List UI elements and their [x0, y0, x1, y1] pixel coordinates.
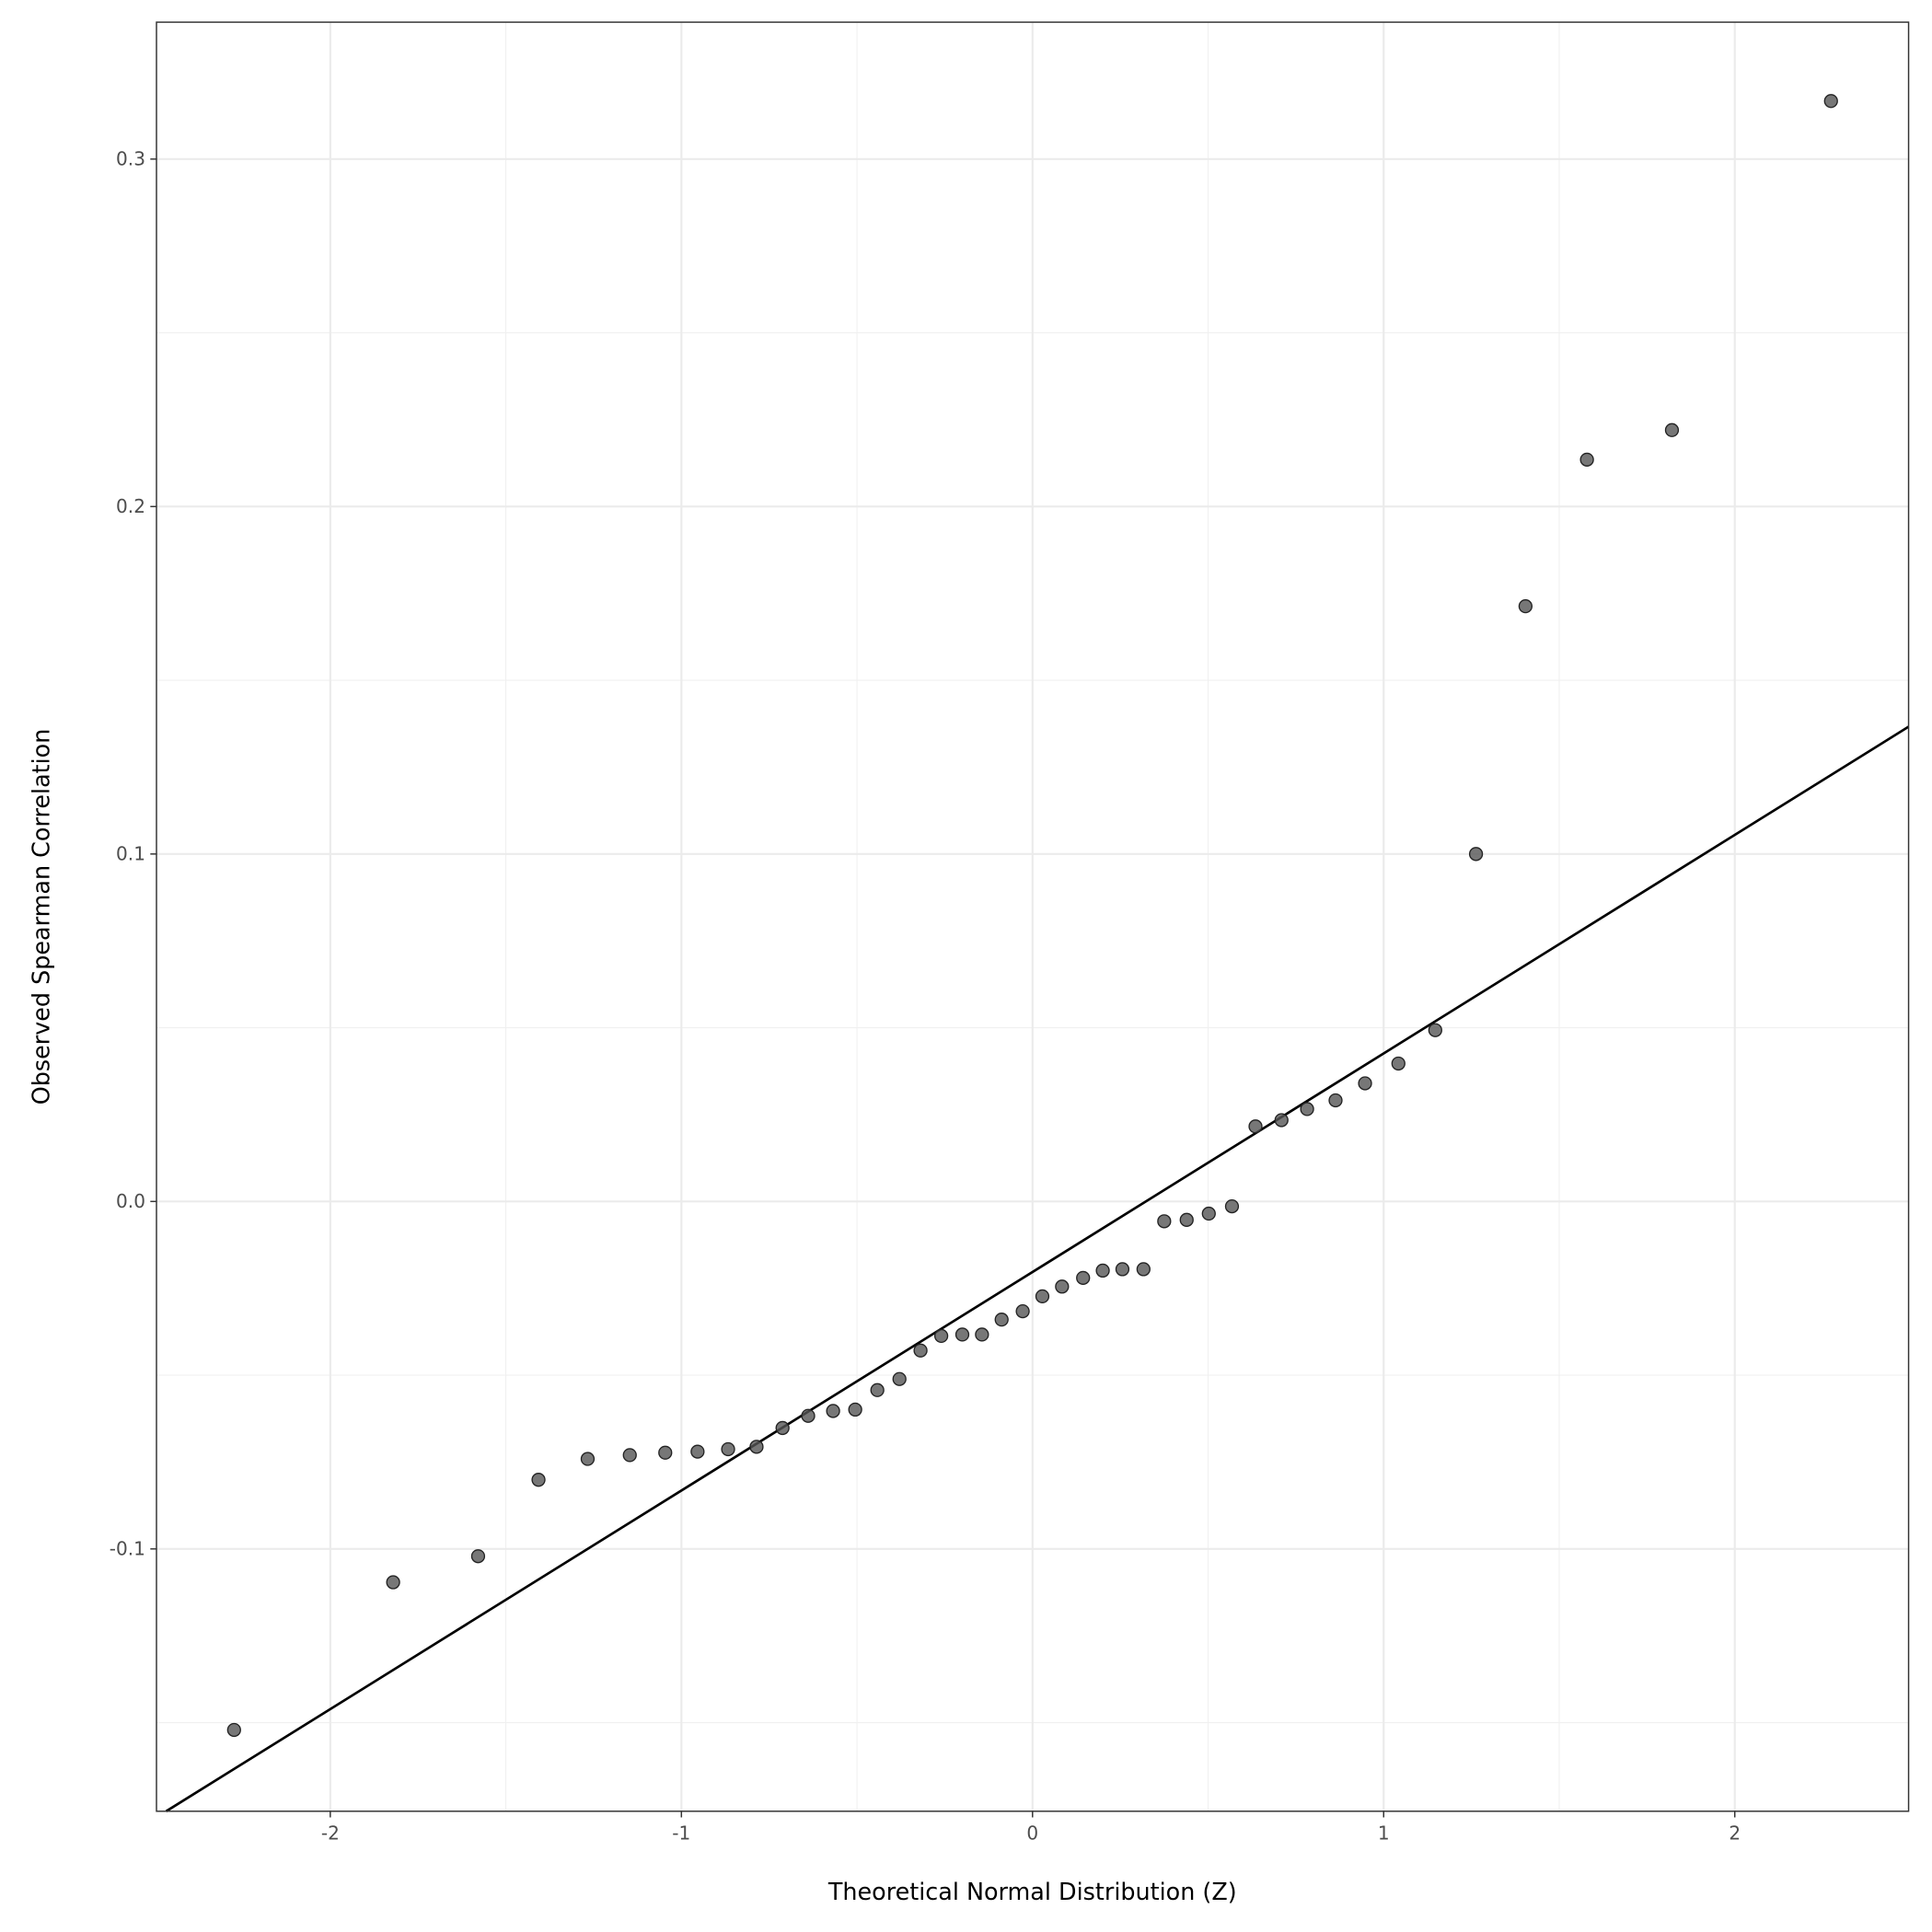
- y-axis-ticks: -0.1 0.0 0.1 0.2 0.3: [110, 148, 157, 1559]
- data-point: [470, 1549, 486, 1564]
- x-tick-label: 2: [1729, 1822, 1741, 1845]
- data-point: [1300, 1102, 1314, 1116]
- data-point: [1201, 1206, 1216, 1221]
- data-point: [1579, 452, 1594, 467]
- data-point: [658, 1445, 673, 1460]
- data-point: [1428, 1023, 1442, 1037]
- data-point: [826, 1404, 840, 1418]
- data-point: [1136, 1262, 1151, 1277]
- data-point: [721, 1441, 735, 1457]
- data-point: [1115, 1262, 1130, 1277]
- data-point: [1664, 422, 1680, 437]
- x-axis-ticks: -2 -1 0 1 2: [321, 1811, 1741, 1845]
- data-point: [775, 1420, 790, 1436]
- reference-line: [165, 725, 1910, 1812]
- data-point: [226, 1722, 241, 1738]
- data-point: [1076, 1270, 1091, 1285]
- data-point: [913, 1343, 928, 1358]
- data-point: [848, 1402, 862, 1417]
- data-point: [870, 1382, 885, 1397]
- data-point: [531, 1473, 546, 1487]
- data-point: [933, 1328, 949, 1344]
- data-point: [1157, 1214, 1172, 1229]
- gridlines: [156, 22, 1909, 1811]
- x-tick-label: 1: [1378, 1822, 1390, 1845]
- y-axis-title: Observed Spearman Correlation: [28, 729, 55, 1105]
- data-point: [1391, 1056, 1406, 1071]
- x-tick-label: -2: [321, 1822, 340, 1845]
- data-point: [1248, 1119, 1263, 1134]
- data-point: [1035, 1289, 1050, 1303]
- data-point: [954, 1327, 970, 1342]
- data-point: [1468, 847, 1484, 862]
- data-point: [801, 1408, 816, 1423]
- data-point: [994, 1313, 1009, 1327]
- data-point: [1358, 1076, 1372, 1091]
- y-tick-label: 0.2: [116, 495, 145, 517]
- data-point: [386, 1575, 400, 1590]
- y-tick-label: 0.0: [116, 1190, 145, 1212]
- data-point: [1055, 1279, 1070, 1294]
- data-point: [1095, 1263, 1110, 1278]
- data-point: [892, 1371, 907, 1386]
- x-tick-label: -1: [672, 1822, 690, 1845]
- y-tick-label: 0.1: [116, 843, 145, 865]
- x-tick-label: 0: [1026, 1822, 1038, 1845]
- y-tick-label: 0.3: [116, 148, 145, 170]
- data-point: [1224, 1198, 1240, 1214]
- y-tick-label: -0.1: [110, 1537, 145, 1559]
- data-point: [580, 1452, 596, 1466]
- data-point: [975, 1327, 989, 1342]
- data-point: [622, 1448, 637, 1463]
- data-point: [1015, 1303, 1030, 1319]
- data-point: [1179, 1212, 1194, 1227]
- data-point: [1328, 1093, 1343, 1108]
- x-axis-title: Theoretical Normal Distribution (Z): [827, 1878, 1237, 1905]
- data-point: [1274, 1113, 1289, 1128]
- data-points: [226, 94, 1838, 1738]
- data-point: [1518, 599, 1533, 614]
- data-point: [1823, 94, 1838, 109]
- data-point: [690, 1444, 705, 1459]
- data-point: [749, 1440, 764, 1454]
- reference-line-group: [165, 725, 1910, 1812]
